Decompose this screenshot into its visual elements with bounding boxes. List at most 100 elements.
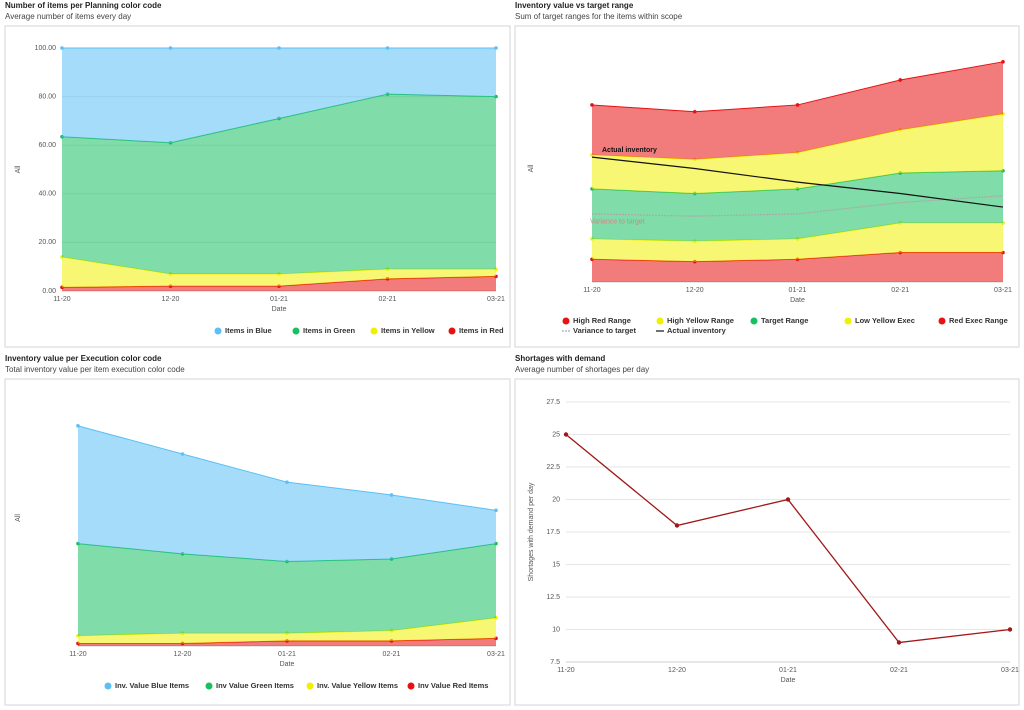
area [62, 48, 496, 143]
area [62, 94, 496, 274]
point [60, 46, 64, 50]
point [494, 508, 498, 513]
y-tick-label: 25 [552, 431, 560, 438]
x-tick-label: 01-21 [779, 667, 797, 674]
legend-swatch [656, 317, 664, 325]
legend-swatch [750, 317, 758, 325]
point [285, 480, 289, 484]
chart-title: Inventory value vs target range [515, 1, 634, 10]
chart-subtitle: Average number of items every day [5, 12, 131, 21]
x-tick-label: 12-20 [162, 296, 180, 303]
y-axis-label: Shortages with demand per day [528, 482, 535, 581]
line [591, 156, 1004, 208]
x-tick-label: 02-21 [379, 296, 397, 303]
y-tick-label: 0.00 [42, 288, 56, 295]
legend-swatch [214, 327, 222, 335]
area [592, 222, 1003, 262]
legend-label: Red Exec Range [949, 316, 1008, 325]
y-tick-label: 20 [552, 496, 560, 503]
line [565, 433, 1011, 644]
legend-swatch [306, 682, 314, 690]
point [590, 103, 594, 107]
point [1001, 60, 1005, 64]
legend-label: Inv. Value Yellow Items [317, 681, 398, 690]
area [78, 617, 496, 644]
x-tick-label: 03-21 [487, 296, 505, 303]
legend-swatch [938, 317, 946, 325]
legend-label: Actual inventory [667, 326, 727, 335]
area [78, 425, 496, 562]
legend-swatch [844, 317, 852, 325]
legend-label: Items in Green [303, 326, 356, 335]
area [62, 256, 496, 288]
x-tick-label: 03-21 [994, 287, 1012, 294]
area [78, 543, 496, 636]
y-tick-label: 27.5 [546, 399, 560, 406]
y-tick-label: 40.00 [38, 191, 56, 198]
x-tick-label: 02-21 [891, 287, 909, 294]
legend-swatch [562, 317, 570, 325]
chart-subtitle: Average number of shortages per day [515, 365, 649, 374]
legend-swatch [407, 682, 415, 690]
legend-label: Inv Value Red Items [418, 681, 488, 690]
legend-swatch [448, 327, 456, 335]
legend-label: Inv Value Green Items [216, 681, 294, 690]
legend-label: Variance to target [573, 326, 636, 335]
y-tick-label: 7.5 [550, 659, 560, 666]
point [563, 432, 569, 437]
legend-swatch [370, 327, 378, 335]
point [674, 523, 680, 528]
legend-swatch [292, 327, 300, 335]
point [896, 640, 902, 645]
y-tick-label: 10 [552, 626, 560, 633]
x-axis-label: Date [272, 306, 287, 313]
chart-frame [514, 378, 1020, 706]
x-axis-label: Date [781, 677, 796, 684]
y-tick-label: 60.00 [38, 142, 56, 149]
legend-label: High Red Range [573, 316, 631, 325]
x-tick-label: 02-21 [383, 651, 401, 658]
x-axis-label: Date [790, 297, 805, 304]
x-tick-label: 11-20 [557, 667, 574, 674]
x-tick-label: 03-21 [487, 651, 505, 658]
y-tick-label: 20.00 [38, 239, 56, 246]
y-axis-label: All [15, 165, 22, 173]
y-tick-label: 15 [552, 561, 560, 568]
legend-label: Low Yellow Exec [855, 316, 915, 325]
chart-frame [4, 25, 511, 348]
annotation: Actual inventory [602, 147, 657, 154]
x-tick-label: 12-20 [668, 667, 686, 674]
chart-title: Shortages with demand [515, 354, 605, 363]
chart-title: Number of items per Planning color code [5, 1, 162, 10]
legend-label: High Yellow Range [667, 316, 734, 325]
line [591, 195, 1004, 217]
y-axis-label: All [15, 514, 22, 522]
point [76, 424, 80, 428]
x-tick-label: 02-21 [890, 667, 908, 674]
x-tick-label: 03-21 [1001, 667, 1019, 674]
x-tick-label: 01-21 [270, 296, 288, 303]
area [592, 61, 1003, 160]
x-tick-label: 01-21 [278, 651, 296, 658]
point [1007, 627, 1013, 632]
annotation: Variance to target [590, 219, 645, 226]
point [795, 103, 800, 107]
chart-panel: Shortages with demand Average number of s… [514, 354, 1020, 706]
area [592, 170, 1003, 242]
y-tick-label: 12.5 [546, 594, 560, 601]
point [692, 109, 697, 114]
chart-panel: Inventory value per Execution color code… [4, 354, 511, 706]
area [592, 252, 1003, 282]
y-tick-label: 22.5 [546, 464, 560, 471]
legend-label: Inv. Value Blue Items [115, 681, 189, 690]
legend-swatch [104, 682, 112, 690]
point [277, 46, 281, 50]
legend-label: Items in Yellow [381, 326, 435, 335]
y-tick-label: 17.5 [546, 529, 560, 536]
legend-label: Items in Blue [225, 326, 272, 335]
x-tick-label: 12-20 [174, 651, 192, 658]
x-tick-label: 11-20 [53, 296, 70, 303]
chart-panel: Number of items per Planning color code A… [4, 1, 511, 348]
x-tick-label: 12-20 [686, 287, 704, 294]
